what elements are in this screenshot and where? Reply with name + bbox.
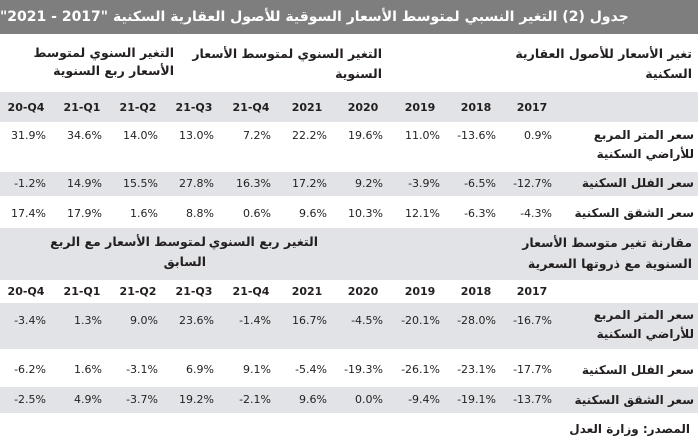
- top-label-apartments: سعر الشقق السكنية: [574, 206, 694, 220]
- bottom-cell: -26.1%: [401, 363, 440, 376]
- bottom-col-header: 2020: [347, 285, 379, 298]
- bottom-cell: -3.1%: [126, 363, 158, 376]
- top-header-left: التغير السنوي لمتوسط الأسعار ربع السنوية: [33, 45, 174, 78]
- bottom-cell: 1.3%: [74, 314, 102, 327]
- bottom-cell: -4.5%: [351, 314, 383, 327]
- top-cell: 10.3%: [348, 207, 383, 220]
- top-cell: 13.0%: [179, 129, 214, 142]
- top-cell: 15.5%: [123, 177, 158, 190]
- top-cell: 22.2%: [292, 129, 327, 142]
- top-cell: 11.0%: [405, 129, 440, 142]
- top-cell: 0.9%: [524, 129, 552, 142]
- bottom-col-header: 2021: [291, 285, 323, 298]
- bottom-cell: 19.2%: [179, 393, 214, 406]
- bottom-cell: -5.4%: [295, 363, 327, 376]
- top-row-villas: [0, 172, 698, 196]
- top-col-header: 2018: [460, 101, 492, 114]
- top-cell: 17.9%: [67, 207, 102, 220]
- bottom-cell: -9.4%: [408, 393, 440, 406]
- top-label-land: سعر المتر المربع للأراضي السكنية: [593, 128, 694, 161]
- top-cell: 31.9%: [11, 129, 46, 142]
- top-cell: 7.2%: [243, 129, 271, 142]
- bottom-label-land: سعر المتر المربع للأراضي السكنية: [593, 308, 694, 341]
- bottom-cell: 4.9%: [74, 393, 102, 406]
- bottom-cell: -19.3%: [344, 363, 383, 376]
- bottom-cell: 6.9%: [186, 363, 214, 376]
- top-cell: 16.3%: [236, 177, 271, 190]
- top-cell: 9.6%: [299, 207, 327, 220]
- bottom-cell: -2.1%: [239, 393, 271, 406]
- source-note: المصدر: وزارة العدل: [569, 422, 690, 436]
- bottom-col-header: 2018: [460, 285, 492, 298]
- bottom-cell: 16.7%: [292, 314, 327, 327]
- top-cell: -4.3%: [520, 207, 552, 220]
- bottom-col-header: 2017: [516, 285, 548, 298]
- bottom-cell: -17.7%: [513, 363, 552, 376]
- table-title: جدول (2) التغير النسبي لمتوسط الأسعار ال…: [0, 0, 698, 34]
- bottom-cell: -23.1%: [457, 363, 496, 376]
- top-cell: 17.4%: [11, 207, 46, 220]
- bottom-cell: 9.6%: [299, 393, 327, 406]
- bottom-cell: 23.6%: [179, 314, 214, 327]
- bottom-row-apartments: [0, 387, 698, 413]
- top-label-villas: سعر الفلل السكنية: [581, 176, 694, 190]
- bottom-cell: -2.5%: [14, 393, 46, 406]
- bottom-cell: 9.1%: [243, 363, 271, 376]
- top-col-header: 21-Q3: [175, 101, 213, 114]
- top-cell: 0.6%: [243, 207, 271, 220]
- top-cell: 12.1%: [405, 207, 440, 220]
- bottom-row-land: [0, 303, 698, 349]
- top-cell: 27.8%: [179, 177, 214, 190]
- bottom-header-left: لمتوسط الأسعار مع الربع السابق: [50, 234, 206, 269]
- bottom-col-header: 21-Q4: [232, 285, 270, 298]
- top-col-header: 2019: [404, 101, 436, 114]
- bottom-cell: -28.0%: [457, 314, 496, 327]
- bottom-cell: 9.0%: [130, 314, 158, 327]
- top-col-header: 2017: [516, 101, 548, 114]
- top-col-header: 2021: [291, 101, 323, 114]
- top-header-right: تغير الأسعار للأصول العقارية السكنية: [515, 46, 692, 81]
- top-cell: 17.2%: [292, 177, 327, 190]
- bottom-cell: -3.7%: [126, 393, 158, 406]
- bottom-header-middle: التغير ربع السنوي: [208, 234, 318, 249]
- top-cell: 14.0%: [123, 129, 158, 142]
- top-col-header: 21-Q2: [119, 101, 157, 114]
- bottom-cell: -19.1%: [457, 393, 496, 406]
- bottom-cell: -16.7%: [513, 314, 552, 327]
- top-cell: 14.9%: [67, 177, 102, 190]
- top-col-header: 21-Q4: [232, 101, 270, 114]
- bottom-header-right: مقارنة تغير متوسط الأسعار السنوية مع ذرو…: [522, 235, 692, 271]
- top-col-header: 2020: [347, 101, 379, 114]
- top-cell: 1.6%: [130, 207, 158, 220]
- bottom-col-header: 21-Q2: [119, 285, 157, 298]
- bottom-col-header: 21-Q1: [63, 285, 101, 298]
- bottom-header-band: [0, 228, 698, 280]
- top-cell: 19.6%: [348, 129, 383, 142]
- bottom-label-villas: سعر الفلل السكنية: [581, 363, 694, 377]
- bottom-cell: 1.6%: [74, 363, 102, 376]
- top-cell: -3.9%: [408, 177, 440, 190]
- top-col-header: 21-Q1: [63, 101, 101, 114]
- top-year-band: [0, 92, 698, 122]
- bottom-col-header: 20-Q4: [7, 285, 45, 298]
- bottom-col-header: 21-Q3: [175, 285, 213, 298]
- top-cell: 9.2%: [355, 177, 383, 190]
- top-cell: -13.6%: [457, 129, 496, 142]
- top-col-header: 20-Q4: [7, 101, 45, 114]
- bottom-cell: -13.7%: [513, 393, 552, 406]
- top-cell: -1.2%: [14, 177, 46, 190]
- top-cell: 8.8%: [186, 207, 214, 220]
- bottom-cell: -6.2%: [14, 363, 46, 376]
- bottom-cell: -20.1%: [401, 314, 440, 327]
- bottom-cell: 0.0%: [355, 393, 383, 406]
- bottom-cell: -3.4%: [14, 314, 46, 327]
- top-cell: -12.7%: [513, 177, 552, 190]
- top-header-middle: التغير السنوي لمتوسط الأسعار السنوية: [192, 46, 382, 81]
- bottom-label-apartments: سعر الشقق السكنية: [574, 393, 694, 407]
- bottom-cell: -1.4%: [239, 314, 271, 327]
- top-cell: 34.6%: [67, 129, 102, 142]
- top-cell: -6.5%: [464, 177, 496, 190]
- bottom-col-header: 2019: [404, 285, 436, 298]
- top-cell: -6.3%: [464, 207, 496, 220]
